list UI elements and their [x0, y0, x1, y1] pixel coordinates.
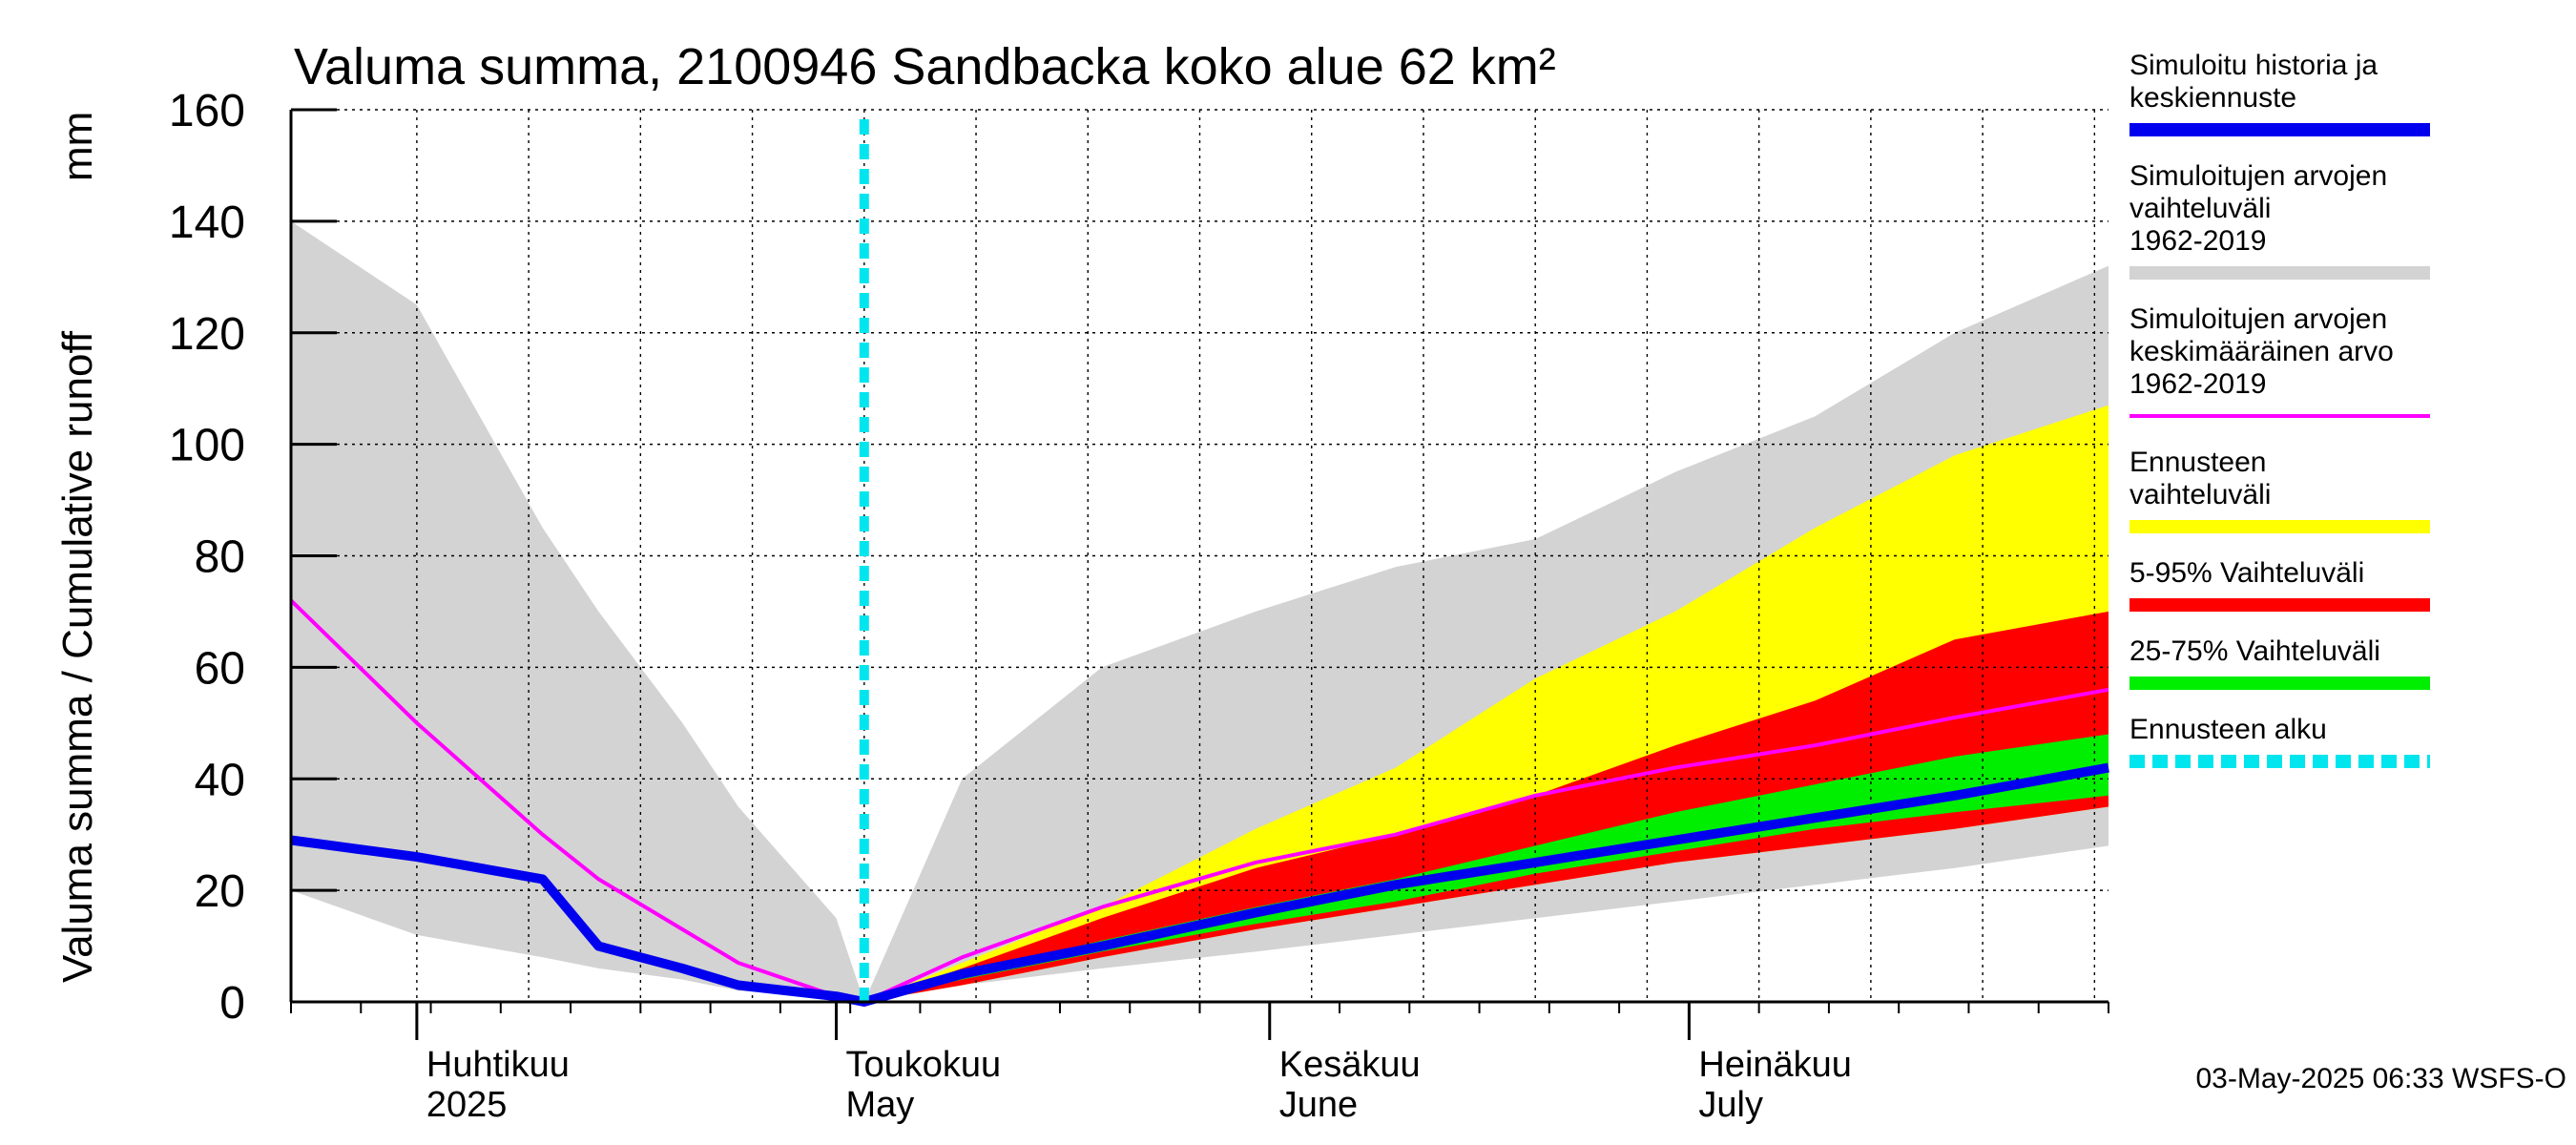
y-tick-label: 60 [195, 643, 245, 694]
y-axis-label: Valuma summa / Cumulative runoff [54, 330, 101, 983]
month-label-en: July [1698, 1085, 1763, 1125]
month-label: Kesäkuu [1279, 1045, 1421, 1085]
band-1 [863, 405, 2109, 1002]
y-tick-label: 20 [195, 866, 245, 917]
y-tick-label: 0 [219, 978, 245, 1029]
series-line-5 [290, 762, 2109, 1007]
y-tick-label: 40 [195, 755, 245, 805]
legend-label-2: Simuloitujen arvojen keskimääräinen arvo 1… [2129, 303, 2394, 400]
month-label-en: May [846, 1085, 915, 1125]
y-tick-label: 160 [169, 86, 245, 136]
legend: Simuloitu historia ja keskiennuste Simuloi… [2129, 50, 2430, 768]
band-2 [863, 611, 2109, 1002]
legend-label-0: Simuloitu historia ja keskiennuste [2129, 50, 2378, 114]
y-axis-unit: mm [54, 112, 101, 181]
y-tick-label: 80 [195, 532, 245, 583]
grid-layer [291, 109, 2109, 1002]
legend-label-3: Ennusteen vaihteluväli [2129, 447, 2271, 510]
month-label: Huhtikuu [426, 1045, 570, 1085]
legend-label-5: 25-75% Vaihteluväli [2129, 635, 2380, 667]
month-label-en: 2025 [426, 1085, 508, 1125]
series-line-4 [289, 598, 2109, 1004]
month-label: Heinäkuu [1698, 1045, 1852, 1085]
y-tick-label: 100 [169, 421, 245, 471]
legend-label-6: Ennusteen alku [2129, 714, 2327, 745]
legend-label-4: 5-95% Vaihteluväli [2129, 557, 2364, 589]
month-label: Toukokuu [846, 1045, 1002, 1085]
chart-title: Valuma summa, 2100946 Sandbacka koko alu… [294, 38, 1556, 95]
legend-label-1: Simuloitujen arvojen vaihteluväli 1962-201… [2129, 160, 2387, 257]
month-label-en: June [1279, 1085, 1358, 1125]
footer-timestamp: 03-May-2025 06:33 WSFS-O [2196, 1063, 2567, 1094]
lines-layer [289, 119, 2109, 1007]
bands-layer [291, 220, 2109, 1002]
y-tick-label: 120 [169, 309, 245, 360]
y-tick-label: 140 [169, 198, 245, 248]
